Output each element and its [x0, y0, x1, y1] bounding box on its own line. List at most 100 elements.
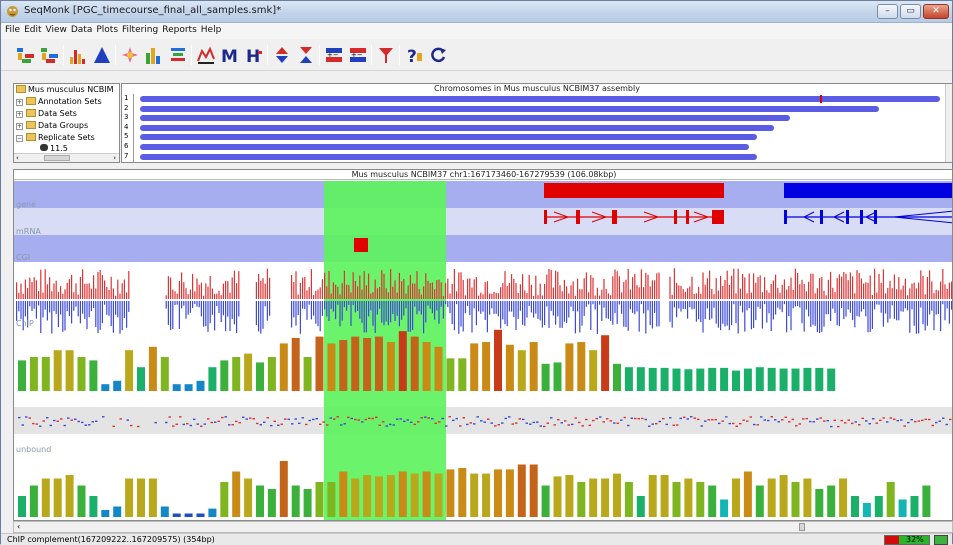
genome-track-canvas[interactable] [14, 181, 953, 521]
expand-icon[interactable]: + [16, 123, 23, 130]
menu-edit[interactable]: Edit [23, 23, 44, 39]
read-tick-forward [304, 277, 305, 299]
complement-read-tick [536, 421, 539, 422]
scroll-left-icon[interactable]: ‹ [17, 522, 20, 531]
read-tick-reverse [342, 301, 343, 321]
read-tick-forward [93, 275, 94, 299]
zoom-out-icon[interactable] [295, 43, 317, 67]
m-plot-icon[interactable]: M [219, 43, 241, 67]
help-icon[interactable]: ? [403, 43, 425, 67]
scroll-thumb[interactable] [44, 155, 70, 161]
zoom-in-icon[interactable] [271, 43, 293, 67]
scatter-icon[interactable] [119, 43, 141, 67]
read-tick-reverse [753, 301, 754, 328]
tree-item-annotation-sets[interactable]: + Annotation Sets [16, 97, 102, 108]
chromosome-bar-2[interactable] [140, 106, 879, 112]
unbound-quant-bar [899, 500, 907, 518]
beanplot-icon[interactable] [167, 43, 189, 67]
move-in-icon[interactable]: +− [323, 43, 345, 67]
read-tick-reverse [634, 301, 635, 314]
read-tick-reverse [383, 301, 384, 325]
read-tick-reverse [841, 301, 842, 308]
read-tick-reverse [456, 301, 457, 304]
read-tick-forward [487, 281, 488, 299]
tree-item-replicate-sets[interactable]: −Replicate Sets [16, 133, 95, 144]
expand-icon[interactable]: + [16, 111, 23, 118]
scroll-right-icon[interactable]: › [113, 154, 116, 162]
tree-root[interactable]: Mus musculus NCBIM [16, 85, 114, 96]
tree-item-data-groups[interactable]: +Data Groups [16, 121, 88, 132]
chromosome-label: 5 [124, 132, 128, 140]
read-tick-reverse [801, 301, 802, 323]
read-tick-forward [581, 289, 582, 299]
read-tick-forward [379, 287, 380, 299]
chromosome-bar-4[interactable] [140, 125, 774, 131]
h-plot-icon[interactable]: H [243, 43, 265, 67]
read-tick-forward [795, 269, 796, 299]
line-graph-icon[interactable] [195, 43, 217, 67]
tree-item-label: Annotation Sets [38, 97, 102, 106]
complement-read-tick [393, 424, 396, 425]
chromosome-bar-6[interactable] [140, 144, 749, 150]
scroll-thumb[interactable] [799, 523, 805, 531]
read-tick-forward [555, 271, 556, 299]
maximize-button[interactable]: ▭ [900, 4, 921, 19]
menu-reports[interactable]: Reports [161, 23, 200, 39]
menu-view[interactable]: View [45, 23, 70, 39]
menu-file[interactable]: File [4, 23, 23, 39]
chromosome-scrollbar[interactable] [945, 84, 952, 162]
menu-help[interactable]: Help [200, 23, 225, 39]
histogram-icon[interactable] [143, 43, 165, 67]
read-tick-forward [324, 273, 325, 299]
read-tick-reverse [106, 301, 107, 315]
filter-icon[interactable] [375, 43, 397, 67]
read-tick-forward [291, 275, 292, 299]
chip-quant-bar [244, 354, 252, 391]
chip-quant-bar [565, 343, 573, 391]
reset-icon[interactable] [427, 43, 449, 67]
complement-read-tick [732, 423, 735, 424]
triangle-icon[interactable] [91, 43, 113, 67]
minimize-button[interactable]: – [877, 4, 898, 19]
move-out-icon[interactable]: +− [347, 43, 369, 67]
read-tick-reverse [405, 301, 406, 308]
read-tick-reverse [537, 301, 538, 319]
expand-icon[interactable]: + [16, 99, 23, 106]
read-tick-forward [425, 273, 426, 299]
menu-plots[interactable]: Plots [95, 23, 121, 39]
read-tick-forward [625, 280, 626, 299]
genome-view: Mus musculus NCBIM37 chr1:167173460-1672… [13, 169, 953, 521]
collapse-icon[interactable]: − [16, 135, 23, 142]
read-tick-forward [590, 275, 591, 299]
complement-read-tick [876, 422, 879, 423]
complement-read-tick [221, 417, 224, 418]
read-tick-forward [84, 284, 85, 299]
tree-item-data-sets[interactable]: +Data Sets [16, 109, 77, 120]
scroll-left-icon[interactable]: ‹ [16, 154, 19, 162]
unbound-quant-bar [673, 482, 681, 517]
chip-quant-bar [363, 338, 371, 391]
hierarchy-alt-icon[interactable] [39, 43, 61, 67]
close-button[interactable]: ✕ [923, 4, 949, 19]
genome-horizontal-scrollbar[interactable]: ‹ [13, 521, 953, 533]
read-tick-reverse [511, 301, 512, 312]
bar-chart-icon[interactable] [67, 43, 89, 67]
menu-filtering[interactable]: Filtering [121, 23, 161, 39]
complement-read-tick [344, 423, 347, 424]
complement-read-tick [246, 418, 249, 419]
complement-read-tick [78, 421, 81, 422]
chromosome-bar-3[interactable] [140, 115, 790, 121]
read-tick-forward [722, 286, 723, 299]
read-tick-forward [867, 283, 868, 299]
chromosome-bar-7[interactable] [140, 154, 757, 160]
menu-data[interactable]: Data [70, 23, 96, 39]
complement-read-tick [319, 424, 322, 425]
read-tick-reverse [357, 301, 358, 311]
read-tick-reverse [390, 301, 391, 322]
read-tick-forward [302, 278, 303, 299]
read-tick-reverse [694, 301, 695, 309]
hierarchy-icon[interactable] [15, 43, 37, 67]
chromosome-bar-5[interactable] [140, 134, 757, 140]
tree-horizontal-scrollbar[interactable]: ‹ › [14, 153, 119, 162]
unbound-quant-bar [18, 496, 26, 517]
